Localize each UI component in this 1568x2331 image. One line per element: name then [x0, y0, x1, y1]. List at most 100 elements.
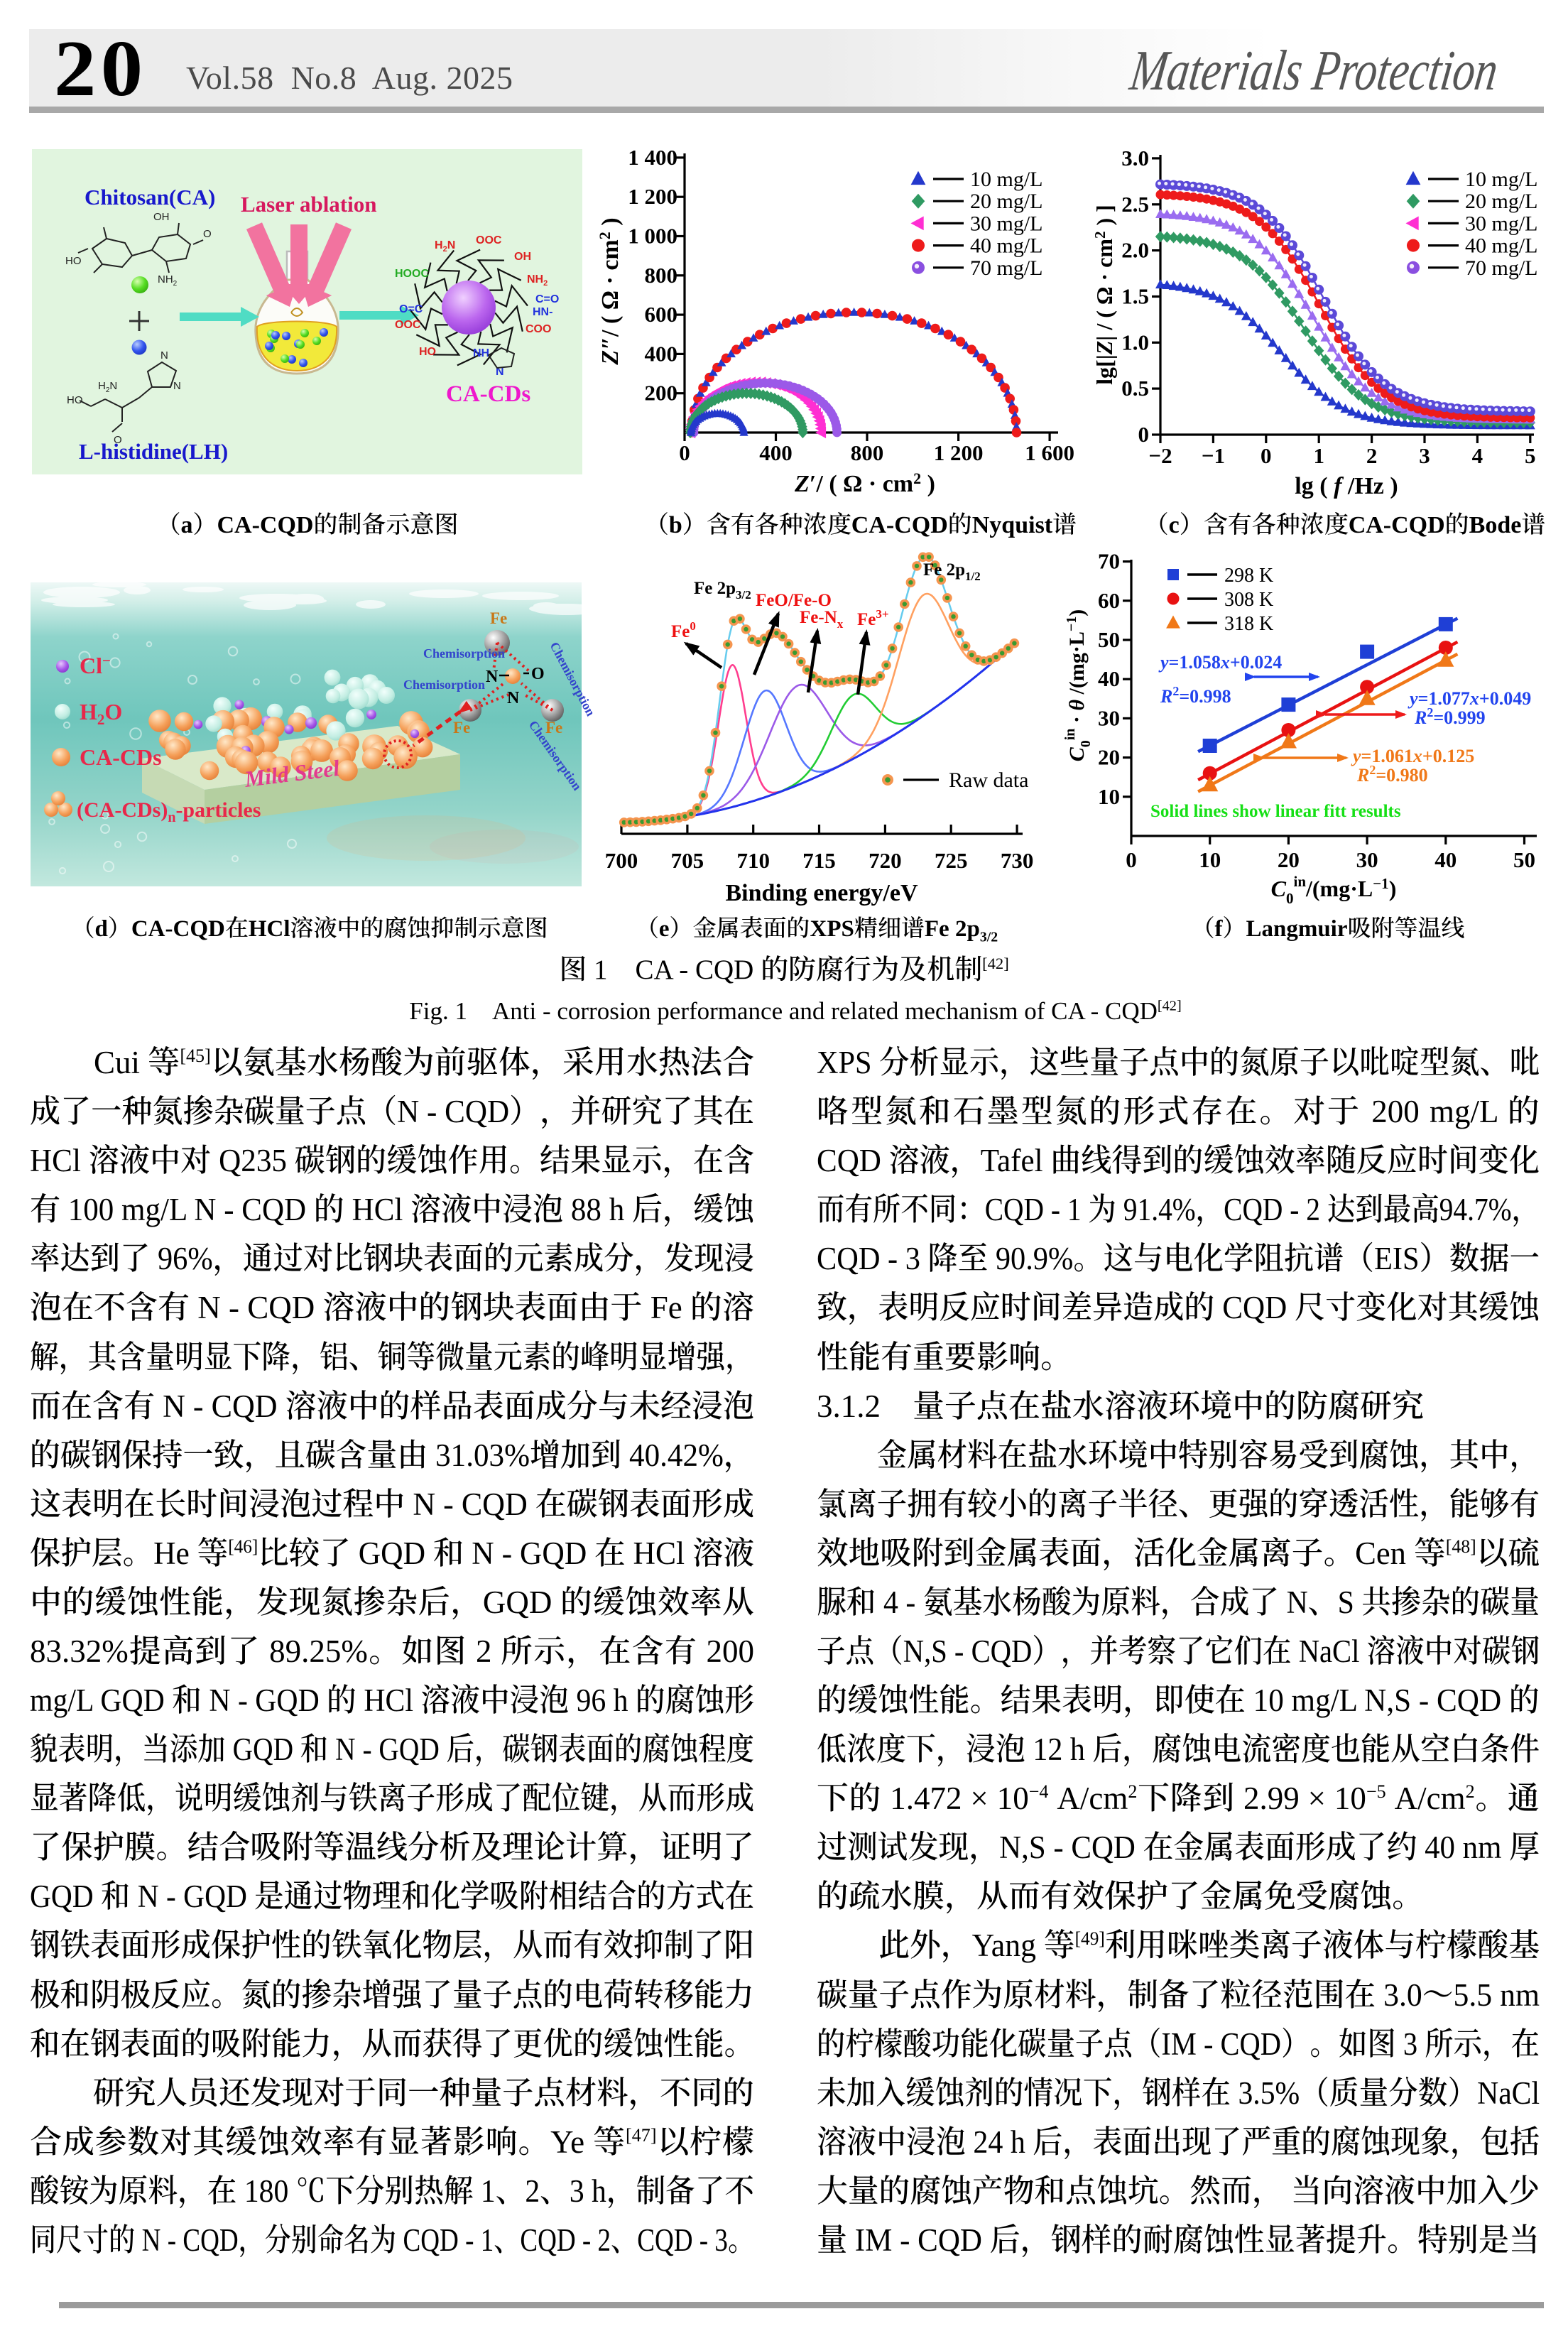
svg-text:HO: HO	[67, 394, 83, 406]
svg-text:NH2: NH2	[527, 273, 548, 288]
svg-text:1.5: 1.5	[1121, 284, 1149, 309]
svg-text:10 mg/L: 10 mg/L	[1465, 168, 1538, 191]
svg-text:1 400: 1 400	[628, 145, 677, 170]
svg-text:N: N	[173, 380, 181, 392]
svg-text:O: O	[203, 228, 212, 240]
svg-text:(CA-CDs)n-particles: (CA-CDs)n-particles	[77, 798, 261, 825]
svg-text:400: 400	[759, 440, 793, 465]
svg-text:HOOC: HOOC	[395, 268, 429, 280]
svg-text:O=C: O=C	[399, 303, 423, 315]
svg-text:1 000: 1 000	[628, 224, 677, 249]
svg-text:0: 0	[1138, 422, 1150, 447]
svg-text:Z′/ ( Ω · cm2 ): Z′/ ( Ω · cm2 )	[794, 469, 935, 497]
svg-text:N: N	[486, 668, 499, 686]
svg-text:OH: OH	[153, 211, 170, 223]
svg-text:715: 715	[802, 848, 836, 873]
svg-text:10: 10	[1098, 784, 1120, 809]
svg-text:1 200: 1 200	[628, 184, 677, 209]
svg-text:Chitosan(CA): Chitosan(CA)	[85, 185, 215, 210]
svg-text:CA-CDs: CA-CDs	[80, 744, 162, 770]
svg-text:1: 1	[1313, 443, 1324, 468]
svg-text:CA-CDs: CA-CDs	[446, 381, 530, 407]
svg-text:Chemisorption: Chemisorption	[423, 646, 505, 661]
svg-text:FeO/Fe-O: FeO/Fe-O	[756, 591, 832, 610]
svg-text:70: 70	[1098, 549, 1120, 574]
svg-text:20: 20	[1098, 745, 1120, 770]
svg-text:10: 10	[1199, 847, 1221, 872]
svg-text:0.5: 0.5	[1121, 376, 1149, 401]
svg-text:H2N: H2N	[435, 239, 455, 254]
svg-text:HO: HO	[419, 346, 436, 358]
svg-text:2.0: 2.0	[1121, 238, 1149, 263]
svg-text:40: 40	[1098, 666, 1120, 691]
svg-text:318 K: 318 K	[1224, 613, 1273, 635]
svg-text:Z″/ ( Ω · cm2 ): Z″/ ( Ω · cm2 )	[596, 217, 624, 365]
svg-text:10 mg/L: 10 mg/L	[970, 168, 1043, 191]
svg-text:Fe: Fe	[490, 609, 507, 627]
svg-text:50: 50	[1098, 627, 1120, 652]
svg-text:50: 50	[1513, 847, 1535, 872]
svg-text:Fe: Fe	[545, 719, 562, 737]
svg-text:Fe-Nx: Fe-Nx	[800, 608, 844, 631]
svg-text:30: 30	[1356, 847, 1378, 872]
svg-text:2.5: 2.5	[1121, 192, 1149, 217]
svg-text:R2=0.980: R2=0.980	[1356, 763, 1428, 786]
svg-text:298 K: 298 K	[1224, 565, 1273, 587]
svg-text:Fe: Fe	[453, 719, 470, 737]
svg-text:y=1.077x+0.049: y=1.077x+0.049	[1408, 688, 1531, 709]
svg-text:lg ( f /Hz ): lg ( f /Hz )	[1295, 473, 1398, 499]
svg-text:308 K: 308 K	[1224, 589, 1273, 611]
svg-text:HN-: HN-	[533, 306, 552, 318]
svg-text:200: 200	[645, 381, 678, 406]
svg-text:O: O	[114, 434, 122, 446]
svg-text:L-histidine(LH): L-histidine(LH)	[79, 439, 228, 464]
svg-text:30: 30	[1098, 705, 1120, 730]
svg-text:−2: −2	[1148, 443, 1172, 468]
svg-text:H2N: H2N	[98, 380, 117, 394]
svg-text:0: 0	[679, 440, 690, 465]
svg-text:1 600: 1 600	[1025, 440, 1074, 465]
svg-text:720: 720	[869, 848, 902, 873]
svg-text:Solid lines show linear fitt r: Solid lines show linear fitt results	[1150, 802, 1401, 821]
svg-text:0: 0	[1261, 443, 1272, 468]
svg-text:Binding energy/eV: Binding energy/eV	[725, 880, 918, 906]
svg-text:0: 0	[1126, 847, 1137, 872]
svg-text:Fe3+: Fe3+	[857, 607, 889, 629]
svg-text:730: 730	[1001, 848, 1034, 873]
svg-text:20: 20	[1278, 847, 1300, 872]
svg-text:N: N	[496, 366, 504, 378]
svg-text:1 200: 1 200	[934, 440, 984, 465]
svg-text:725: 725	[935, 848, 968, 873]
svg-text:1.0: 1.0	[1121, 330, 1149, 354]
svg-text:70 mg/L: 70 mg/L	[1465, 256, 1538, 280]
svg-text:COO: COO	[526, 323, 551, 335]
svg-text:lg[|Z| / ( Ω · cm2 ) ]: lg[|Z| / ( Ω · cm2 ) ]	[1091, 205, 1117, 385]
svg-text:705: 705	[671, 848, 704, 873]
svg-text:Cl−: Cl−	[80, 652, 111, 678]
svg-text:40 mg/L: 40 mg/L	[1465, 234, 1538, 258]
svg-text:−1: −1	[1202, 443, 1225, 468]
svg-text:N: N	[507, 689, 520, 707]
svg-text:y=1.061x+0.125: y=1.061x+0.125	[1351, 746, 1474, 766]
svg-text:60: 60	[1098, 588, 1120, 613]
svg-text:400: 400	[645, 341, 678, 366]
svg-text:700: 700	[605, 848, 638, 873]
svg-text:3.0: 3.0	[1121, 146, 1149, 170]
svg-text:600: 600	[645, 302, 678, 327]
svg-text:Laser ablation: Laser ablation	[241, 192, 376, 217]
svg-text:Chemisorption: Chemisorption	[403, 678, 485, 692]
svg-text:O: O	[531, 665, 545, 683]
svg-text:C0in · θ /(mg·L−1): C0in · θ /(mg·L−1)	[1062, 609, 1094, 762]
svg-text:5: 5	[1525, 443, 1536, 468]
svg-text:800: 800	[645, 263, 678, 288]
svg-text:OOC: OOC	[395, 319, 421, 331]
svg-text:N: N	[160, 349, 168, 362]
svg-text:OH: OH	[514, 251, 531, 263]
svg-text:40: 40	[1434, 847, 1457, 872]
svg-text:NH: NH	[473, 347, 489, 359]
svg-text:3: 3	[1419, 443, 1430, 468]
svg-text:R2=0.999: R2=0.999	[1414, 705, 1486, 728]
svg-text:Fe0: Fe0	[671, 619, 696, 641]
svg-text:710: 710	[736, 848, 770, 873]
svg-text:OOC: OOC	[476, 234, 502, 246]
